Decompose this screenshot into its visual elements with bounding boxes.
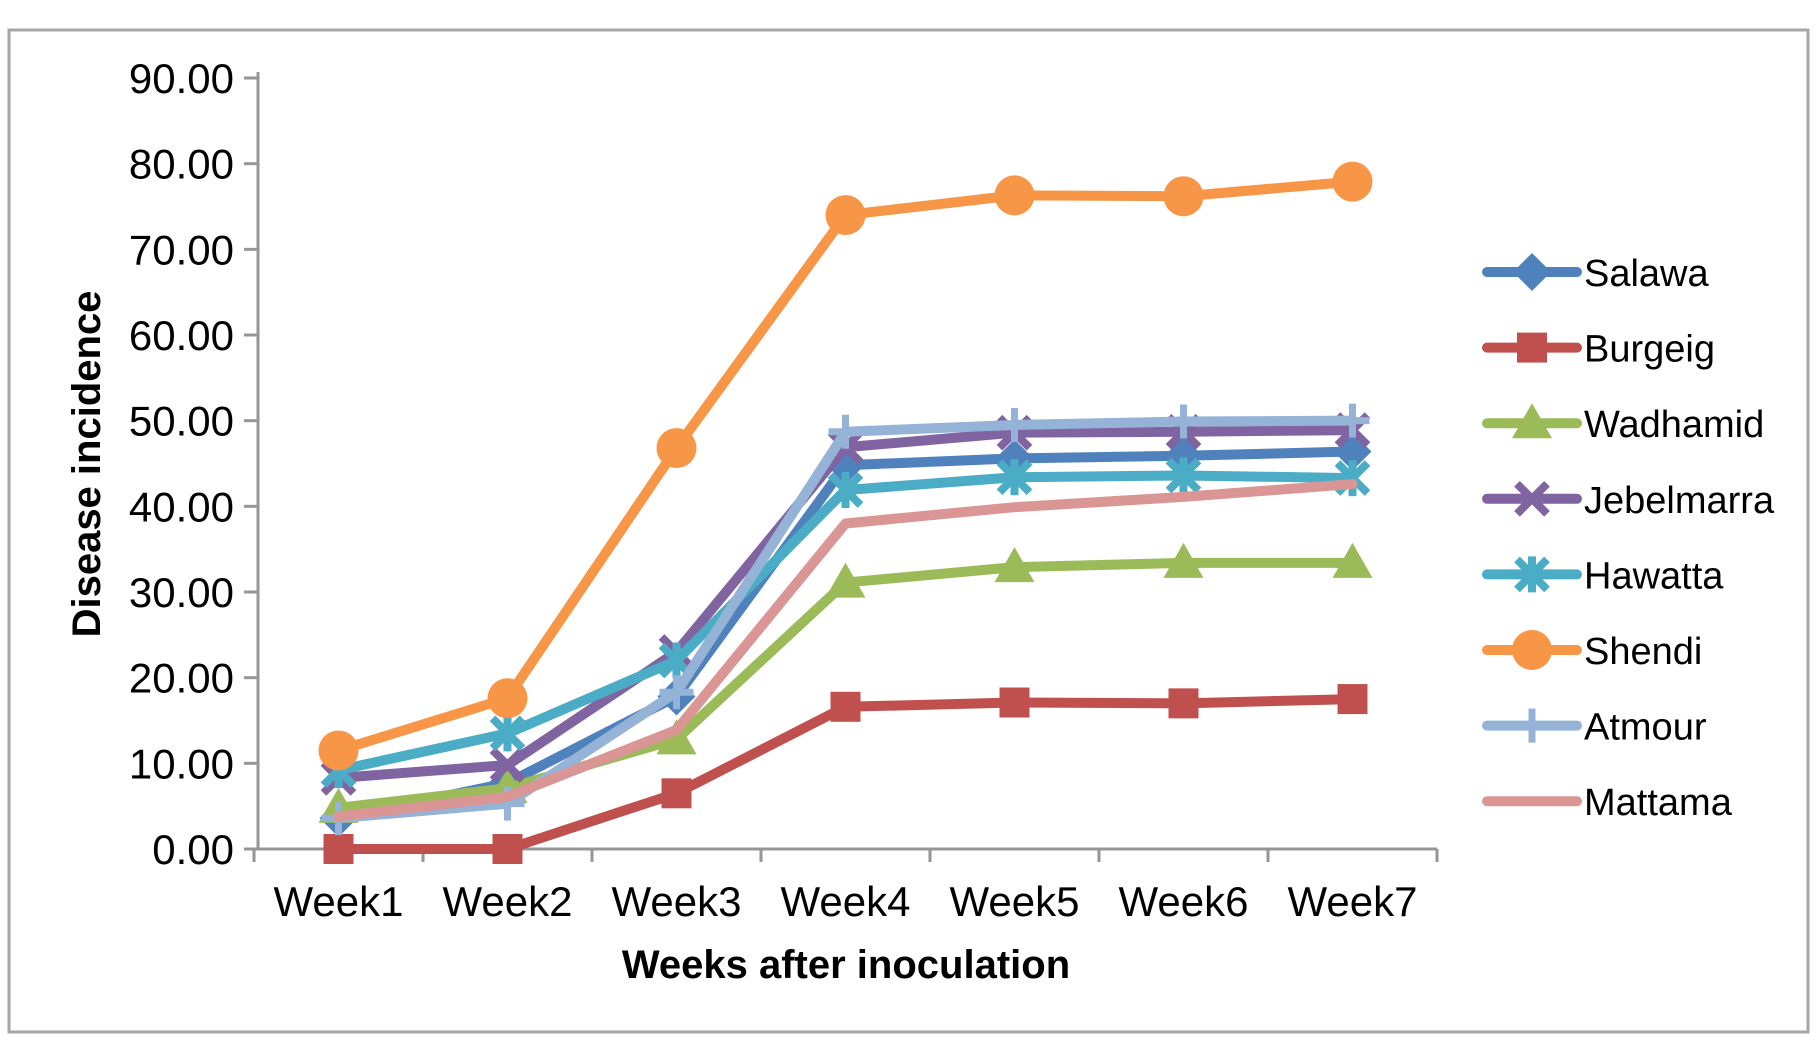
y-tick-label: 90.00	[129, 55, 234, 102]
legend-label-mattama: Mattama	[1584, 782, 1733, 824]
series-lines	[318, 161, 1373, 864]
marker-plus-icon	[1515, 708, 1549, 743]
legend-item-hawatta: Hawatta	[1482, 555, 1724, 597]
axes: 0.00 10.00 20.00 30.00 40.00 50.00 60.00 70.00 8…	[129, 55, 1439, 925]
marker-square-icon	[492, 834, 523, 864]
legend-label-shendi: Shendi	[1584, 631, 1702, 673]
x-tick-label: Week7	[1288, 878, 1418, 925]
marker-x-icon	[1514, 480, 1550, 517]
y-tick-label: 80.00	[129, 141, 234, 188]
legend-item-wadhamid: Wadhamid	[1482, 403, 1764, 446]
series-markers-burgeig	[323, 684, 1368, 864]
marker-circle-icon	[656, 428, 697, 469]
marker-triangle-icon	[1332, 542, 1373, 578]
series-wadhamid	[318, 542, 1373, 823]
marker-circle-icon	[1163, 176, 1204, 217]
marker-square-icon	[999, 687, 1030, 718]
marker-triangle-icon	[1512, 403, 1552, 439]
marker-plus-icon	[1335, 403, 1370, 438]
y-axis-title: Disease incidence	[65, 291, 109, 638]
marker-triangle-icon	[825, 562, 866, 598]
y-tick-label: 60.00	[129, 312, 234, 359]
series-atmour	[321, 403, 1370, 836]
series-burgeig	[323, 684, 1368, 864]
series-hawatta	[320, 457, 1371, 789]
marker-asterisk-icon	[1514, 556, 1550, 593]
marker-square-icon	[661, 778, 692, 809]
x-tick-label: Week6	[1119, 878, 1249, 925]
marker-asterisk-icon	[827, 472, 864, 509]
series-markers-shendi	[318, 161, 1373, 771]
x-tick-label: Week5	[950, 878, 1080, 925]
marker-square-icon	[1337, 684, 1368, 715]
legend-item-mattama: Mattama	[1482, 782, 1733, 824]
marker-x-icon	[489, 747, 526, 783]
legend-item-salawa: Salawa	[1482, 253, 1709, 295]
marker-circle-icon	[1512, 630, 1552, 670]
marker-square-icon	[1517, 332, 1547, 363]
y-tick-label: 20.00	[129, 655, 234, 702]
y-tick-label: 30.00	[129, 569, 234, 616]
x-tick-label: Week2	[443, 878, 573, 925]
series-line-mattama	[333, 479, 1358, 822]
x-tick-label: Week3	[612, 878, 742, 925]
y-tick-label: 40.00	[129, 483, 234, 530]
marker-circle-icon	[1332, 161, 1373, 202]
marker-asterisk-icon	[489, 715, 526, 752]
y-tick-label: 0.00	[152, 826, 234, 873]
marker-square-icon	[1168, 688, 1199, 719]
legend-label-hawatta: Hawatta	[1584, 555, 1724, 597]
marker-plus-icon	[1166, 404, 1201, 439]
marker-triangle-icon	[1163, 542, 1204, 578]
marker-plus-icon	[828, 414, 863, 449]
marker-circle-icon	[825, 195, 866, 236]
legend-item-shendi: Shendi	[1482, 630, 1702, 673]
marker-diamond-icon	[1513, 253, 1551, 291]
legend-label-atmour: Atmour	[1584, 707, 1707, 749]
legend: Salawa Burgeig Wadhamid Jebelmarra Hawatta Sh…	[1482, 253, 1775, 824]
y-tick-label: 10.00	[129, 740, 234, 787]
marker-triangle-icon	[656, 719, 697, 755]
legend-item-atmour: Atmour	[1482, 707, 1707, 749]
marker-square-icon	[323, 834, 354, 864]
series-markers-wadhamid	[318, 542, 1373, 823]
y-tick-label: 70.00	[129, 226, 234, 273]
marker-triangle-icon	[994, 547, 1035, 583]
series-markers-atmour	[321, 403, 1370, 836]
chart-border	[7, 28, 1810, 1034]
marker-asterisk-icon	[1165, 457, 1202, 494]
y-tick-label: 50.00	[129, 398, 234, 445]
x-tick-label: Week4	[781, 878, 911, 925]
marker-circle-icon	[994, 175, 1035, 216]
legend-label-jebelmarra: Jebelmarra	[1584, 480, 1775, 522]
legend-item-burgeig: Burgeig	[1482, 329, 1715, 371]
series-shendi	[318, 161, 1373, 771]
marker-circle-icon	[318, 730, 359, 771]
marker-asterisk-icon	[996, 459, 1033, 496]
x-axis-title: Weeks after inoculation	[622, 943, 1070, 987]
marker-plus-icon	[659, 675, 694, 710]
series-mattama	[333, 479, 1358, 822]
marker-square-icon	[830, 691, 861, 722]
legend-label-wadhamid: Wadhamid	[1584, 404, 1764, 446]
marker-plus-icon	[997, 407, 1032, 442]
legend-item-jebelmarra: Jebelmarra	[1482, 480, 1775, 522]
legend-label-burgeig: Burgeig	[1584, 329, 1715, 371]
legend-label-salawa: Salawa	[1584, 253, 1709, 295]
marker-circle-icon	[487, 678, 528, 719]
x-tick-label: Week1	[274, 878, 404, 925]
